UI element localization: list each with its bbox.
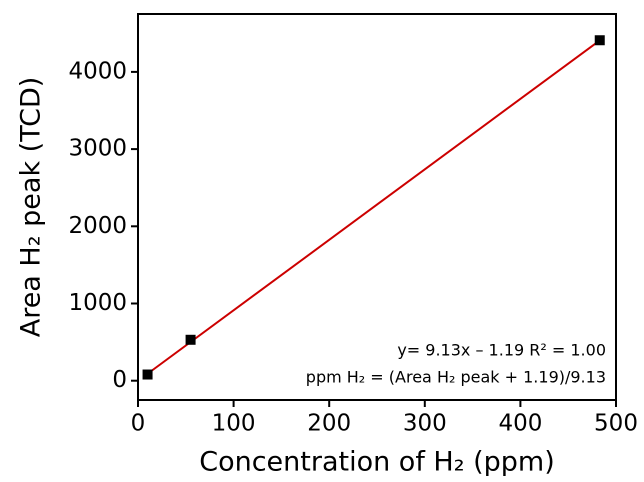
annotation: ppm H₂ = (Area H₂ peak + 1.19)/9.13 <box>306 368 606 387</box>
annotation: y= 9.13x – 1.19 R² = 1.00 <box>397 341 606 360</box>
x-tick-label: 300 <box>403 411 447 437</box>
y-tick-label: 4000 <box>68 58 127 84</box>
y-tick-label: 3000 <box>68 136 127 162</box>
x-axis-label: Concentration of H₂ (ppm) <box>199 447 555 478</box>
fit-line <box>146 39 601 375</box>
y-axis-label: Area H₂ peak (TCD) <box>16 77 47 338</box>
plot-frame <box>137 13 617 401</box>
y-tick-label: 2000 <box>68 213 127 239</box>
x-tick-label: 200 <box>307 411 351 437</box>
x-tick-label: 100 <box>212 411 256 437</box>
y-tick-label: 0 <box>112 367 127 393</box>
y-tick-label: 1000 <box>68 290 127 316</box>
point <box>185 334 196 345</box>
point <box>142 369 153 380</box>
x-tick-label: 500 <box>594 411 638 437</box>
x-tick-label: 400 <box>498 411 542 437</box>
point <box>594 35 605 46</box>
x-tick-label: 0 <box>131 411 146 437</box>
